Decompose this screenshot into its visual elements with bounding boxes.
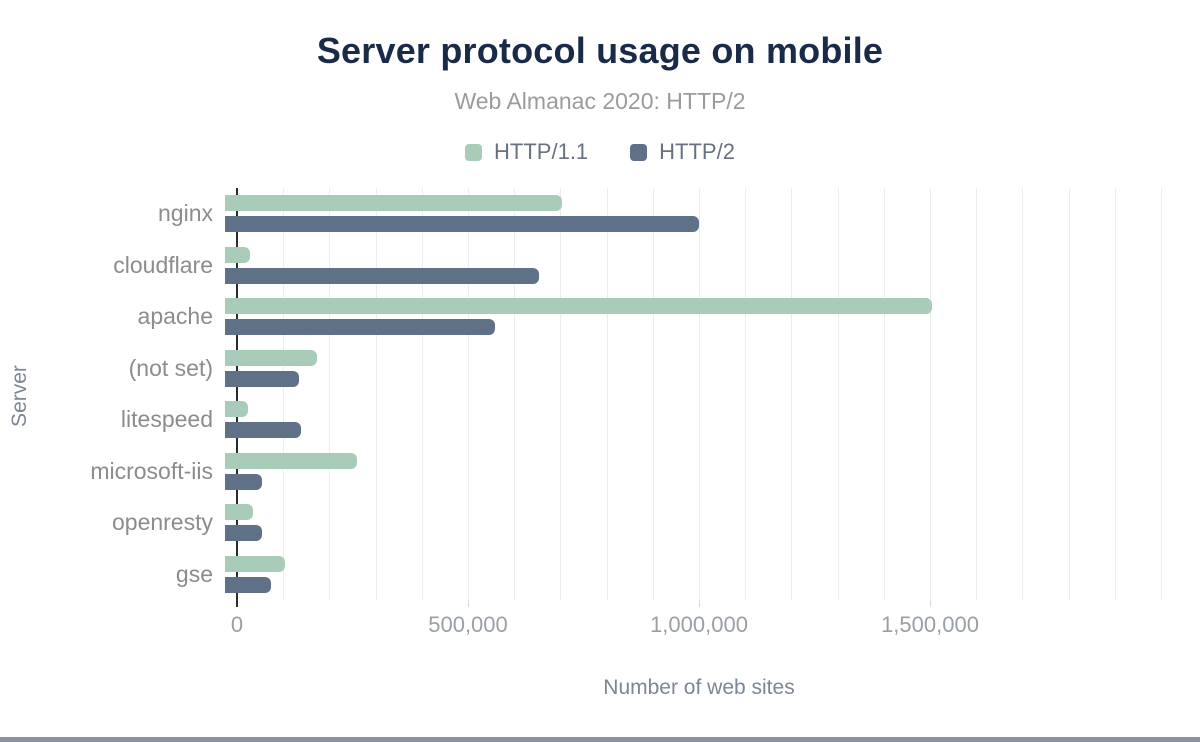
legend-label-http1: HTTP/1.1 [494, 139, 589, 164]
x-axis-label: Number of web sites [603, 676, 795, 699]
bar-http-2-not-set[interactable] [225, 370, 299, 387]
bar-http-2-gse[interactable] [225, 576, 271, 593]
row-label-litespeed: litespeed [120, 406, 213, 433]
bar-group-nginx [225, 195, 1161, 233]
grid-line [1022, 188, 1024, 600]
grid-line [329, 188, 331, 600]
y-axis-line [236, 188, 238, 607]
row-label-gse: gse [175, 560, 213, 587]
axis-tick [699, 600, 700, 607]
page-subtitle: Web Almanac 2020: HTTP/2 [454, 88, 746, 114]
grid-line [468, 188, 469, 600]
row-label-microsoft-iis: microsoft-iis [90, 457, 213, 484]
bar-http-1-1-gse[interactable] [225, 555, 285, 572]
bar-group-apache [225, 298, 1161, 336]
legend-swatch-http2-icon [630, 143, 648, 161]
bar-http-1-1-not-set[interactable] [225, 349, 317, 366]
page-title: Server protocol usage on mobile [316, 30, 884, 71]
row-label-not-set: (not set) [128, 354, 213, 381]
bar-http-1-1-nginx[interactable] [225, 195, 562, 212]
bar-group-not-set [225, 349, 1161, 387]
bar-http-1-1-apache[interactable] [225, 298, 932, 315]
bar-http-1-1-litespeed[interactable] [225, 401, 248, 418]
bar-http-2-cloudflare[interactable] [225, 267, 539, 284]
grid-line [699, 188, 700, 600]
grid-line [514, 188, 516, 600]
bar-group-microsoft-iis [225, 452, 1161, 490]
axis-tick [468, 600, 469, 607]
grid-line [652, 188, 654, 600]
row-label-cloudflare: cloudflare [113, 251, 213, 278]
grid-line [283, 188, 285, 600]
grid-line [560, 188, 562, 600]
bar-row-microsoft-iis: microsoft-iis [0, 446, 1161, 498]
bar-row-cloudflare: cloudflare [0, 240, 1161, 292]
x-tick-label: 0 [230, 612, 244, 637]
grid-line [1161, 188, 1162, 600]
plot-area [237, 188, 1162, 607]
bar-http-2-openresty[interactable] [225, 525, 262, 542]
grid-line [976, 188, 978, 600]
bar-row-openresty: openresty [0, 497, 1161, 549]
chart-legend: HTTP/1.1 HTTP/2 [0, 139, 1200, 165]
grid-line [421, 188, 423, 600]
bar-http-1-1-microsoft-iis[interactable] [225, 452, 357, 469]
legend-item-http1[interactable]: HTTP/1.1 [465, 139, 588, 165]
bar-http-1-1-cloudflare[interactable] [225, 246, 250, 263]
legend-item-http2[interactable]: HTTP/2 [630, 139, 735, 165]
bar-group-cloudflare [225, 246, 1161, 284]
grid-line [883, 188, 885, 600]
bar-rows: nginx cloudflare apache (not set) litespeed m… [0, 188, 1161, 600]
bar-group-gse [225, 555, 1161, 593]
axis-tick [930, 600, 931, 607]
grid-line [375, 188, 377, 600]
legend-label-http2: HTTP/2 [659, 139, 735, 164]
grid-line [930, 188, 931, 600]
x-tick-labels: 0 500,000 1,000,000 1,500,000 [231, 612, 1161, 640]
bar-row-litespeed: litespeed [0, 394, 1161, 446]
grid-line [606, 188, 608, 600]
bar-http-2-nginx[interactable] [225, 216, 699, 233]
row-label-nginx: nginx [158, 200, 213, 227]
bar-http-1-1-openresty[interactable] [225, 504, 253, 521]
bar-http-2-microsoft-iis[interactable] [225, 473, 262, 490]
y-axis-label: Server [8, 365, 31, 427]
bar-row-gse: gse [0, 549, 1161, 601]
row-label-openresty: openresty [111, 509, 213, 536]
grid-line [1068, 188, 1070, 600]
bar-row-apache: apache [0, 291, 1161, 343]
grid-line [1114, 188, 1116, 600]
grid-line [745, 188, 747, 600]
grid-line [791, 188, 793, 600]
bottom-bar [0, 737, 1200, 742]
x-tick-label: 1,000,000 [650, 612, 748, 637]
grid-line [837, 188, 839, 600]
x-tick-label: 1,500,000 [881, 612, 979, 637]
bar-http-2-apache[interactable] [225, 319, 495, 336]
row-label-apache: apache [137, 303, 213, 330]
bar-http-2-litespeed[interactable] [225, 422, 301, 439]
bar-group-openresty [225, 504, 1161, 542]
x-tick-label: 500,000 [428, 612, 508, 637]
legend-swatch-http1-icon [465, 143, 483, 161]
bar-row-nginx: nginx [0, 188, 1161, 240]
bar-group-litespeed [225, 401, 1161, 439]
bar-row-not-set: (not set) [0, 343, 1161, 395]
